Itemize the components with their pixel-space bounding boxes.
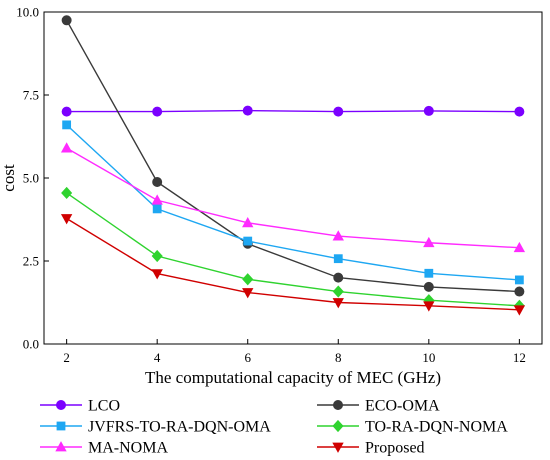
data-point — [333, 272, 344, 283]
x-tick-label: 4 — [154, 350, 161, 365]
x-tick-label: 10 — [422, 350, 435, 365]
data-point — [151, 249, 163, 263]
data-point — [333, 254, 343, 264]
y-tick-label: 2.5 — [23, 254, 39, 269]
x-tick-label: 2 — [63, 350, 70, 365]
y-tick-label: 10.0 — [16, 5, 39, 20]
legend-label: Proposed — [365, 440, 425, 457]
x-tick-label: 12 — [513, 350, 526, 365]
x-tick-label: 6 — [244, 350, 251, 365]
series-line — [66, 124, 520, 281]
data-point — [242, 105, 253, 116]
data-point — [333, 106, 344, 117]
y-tick-label: 7.5 — [23, 88, 39, 103]
legend-marker — [56, 399, 67, 410]
series-3 — [61, 186, 525, 312]
axes: 2 4 6 8 10 12 0.0 2.5 5.0 7.5 10.0 — [16, 5, 526, 366]
series-line — [66, 147, 520, 249]
data-point — [423, 281, 434, 292]
data-point — [242, 216, 254, 228]
y-axis-title: cost — [0, 164, 18, 192]
legend-marker — [55, 441, 67, 452]
legend-marker — [332, 419, 344, 433]
data-point — [423, 236, 435, 248]
data-point — [513, 241, 526, 253]
legend-entry: ECO-OMA — [317, 398, 440, 415]
legend-label: MA-NOMA — [88, 440, 168, 457]
series-line — [66, 19, 520, 293]
data-point — [61, 186, 73, 200]
series-2 — [62, 120, 524, 285]
x-tick-label: 8 — [335, 350, 342, 365]
data-point — [151, 194, 163, 205]
data-point — [332, 298, 344, 309]
series-line — [66, 192, 520, 307]
data-point — [514, 106, 525, 117]
legend-entry: JVFRS-TO-RA-DQN-OMA — [40, 419, 271, 436]
legend-marker — [56, 421, 66, 431]
data-point — [332, 230, 344, 241]
data-point — [423, 301, 435, 312]
data-point — [60, 214, 73, 225]
series-0 — [61, 105, 525, 117]
data-point — [242, 273, 254, 286]
series-line — [66, 109, 520, 113]
data-point — [152, 204, 162, 214]
y-tick-label: 0.0 — [23, 337, 39, 352]
x-axis-title: The computational capacity of MEC (GHz) — [145, 368, 441, 387]
legend-label: JVFRS-TO-RA-DQN-OMA — [88, 419, 271, 436]
data-point — [151, 269, 163, 280]
legend-entry: MA-NOMA — [40, 440, 168, 457]
legend-label: ECO-OMA — [365, 398, 440, 415]
series-1 — [61, 15, 525, 297]
data-point — [62, 120, 72, 130]
legend-marker — [332, 442, 344, 453]
y-tick-label: 5.0 — [23, 171, 39, 186]
legend-entry: LCO — [40, 398, 120, 415]
legend-entry: Proposed — [317, 440, 425, 457]
data-point — [60, 142, 73, 153]
legend-entry: TO-RA-DQN-NOMA — [317, 419, 508, 436]
data-point — [243, 236, 253, 246]
legend-label: LCO — [88, 398, 120, 415]
data-point — [61, 106, 72, 117]
data-point — [152, 106, 163, 117]
series-4 — [60, 142, 526, 253]
data-point — [514, 286, 525, 297]
legend: LCO ECO-OMA JVFRS-TO-RA-DQN-OMA TO-RA-DQN-N… — [40, 398, 508, 457]
data-point — [332, 285, 344, 298]
legend-marker — [332, 399, 343, 410]
data-point — [513, 305, 526, 316]
data-point — [514, 275, 524, 285]
data-point — [61, 15, 72, 26]
data-point — [423, 105, 434, 116]
series-layer — [60, 15, 526, 316]
data-point — [152, 176, 163, 187]
series-line — [66, 217, 520, 311]
data-point — [242, 288, 254, 299]
legend-label: TO-RA-DQN-NOMA — [365, 419, 508, 436]
data-point — [424, 268, 434, 278]
series-5 — [60, 214, 526, 316]
